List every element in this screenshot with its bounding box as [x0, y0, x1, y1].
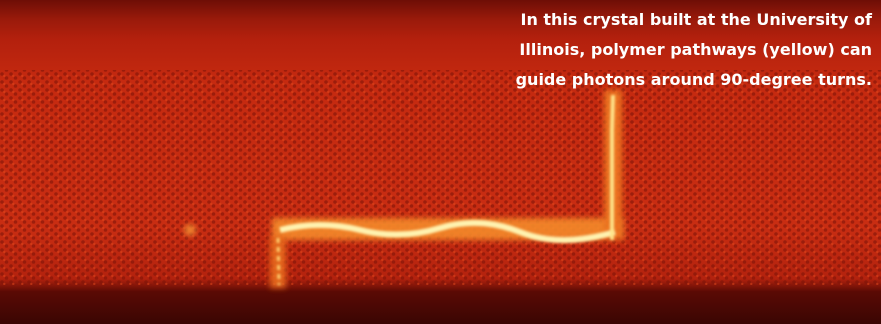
caption-line: Illinois, polymer pathways (yellow) can: [519, 40, 872, 59]
caption-line: In this crystal built at the University …: [520, 10, 873, 29]
page: In this crystal built at the University …: [0, 0, 881, 324]
photo: In this crystal built at the University …: [0, 0, 881, 324]
caption-line: guide photons around 90-degree turns.: [516, 70, 872, 89]
crystal-lattice: [0, 70, 881, 285]
